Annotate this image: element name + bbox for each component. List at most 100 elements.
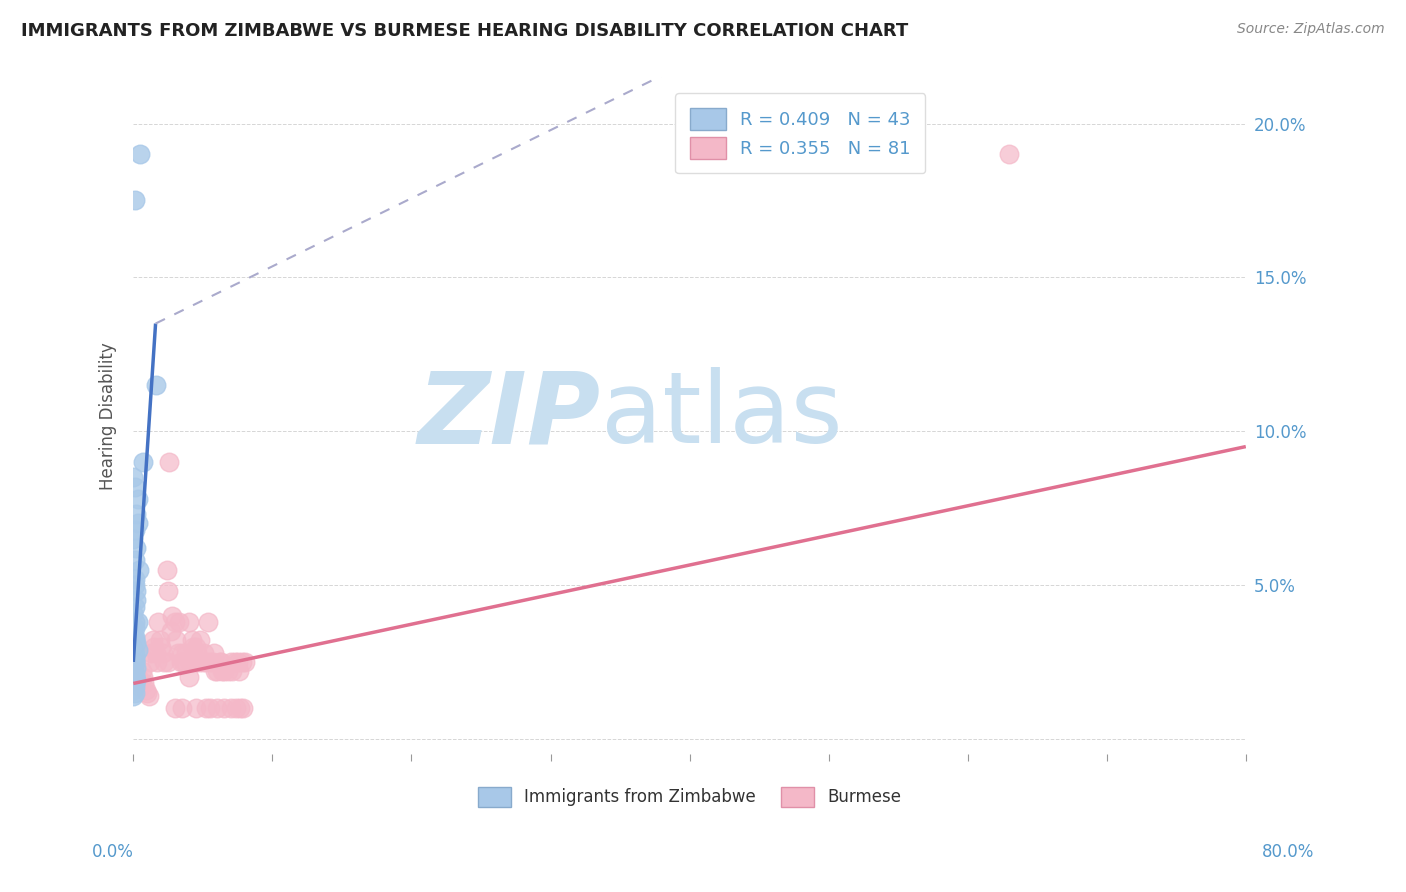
Point [131,664,153,678]
Legend: Immigrants from Zimbabwe, Burmese: Immigrants from Zimbabwe, Burmese [471,780,908,814]
Point [124,599,146,614]
Text: IMMIGRANTS FROM ZIMBABWE VS BURMESE HEARING DISABILITY CORRELATION CHART: IMMIGRANTS FROM ZIMBABWE VS BURMESE HEAR… [21,22,908,40]
Point [165,633,187,648]
Point [127,642,149,657]
Point [181,640,204,654]
Point [165,701,187,715]
Point [124,523,146,537]
Point [193,646,215,660]
Text: 80.0%: 80.0% [1263,843,1315,861]
Point [202,646,225,660]
Point [211,664,233,678]
Point [172,655,194,669]
Point [194,655,217,669]
Point [124,655,146,669]
Point [129,147,152,161]
Point [124,648,146,663]
Point [124,686,146,700]
Point [124,194,146,208]
Point [183,655,205,669]
Point [233,655,256,669]
Point [219,701,242,715]
Point [122,606,145,620]
Point [122,682,145,697]
Point [205,664,228,678]
Point [125,541,148,555]
Point [187,655,209,669]
Point [124,655,146,669]
Point [166,646,188,660]
Point [124,646,146,660]
Text: Source: ZipAtlas.com: Source: ZipAtlas.com [1237,22,1385,37]
Point [132,455,155,469]
Point [998,147,1021,161]
Point [142,633,165,648]
Point [173,655,195,669]
Y-axis label: Hearing Disability: Hearing Disability [100,342,117,490]
Point [125,664,148,678]
Text: atlas: atlas [600,368,842,465]
Point [124,652,146,666]
Point [229,701,252,715]
Point [228,664,250,678]
Point [145,646,167,660]
Point [125,636,148,650]
Point [136,686,159,700]
Point [224,655,246,669]
Point [159,455,181,469]
Point [124,572,146,586]
Point [152,646,174,660]
Point [125,584,148,599]
Point [197,615,219,629]
Point [132,670,155,684]
Point [122,470,145,484]
Point [169,655,191,669]
Point [191,655,214,669]
Point [177,615,200,629]
Point [186,646,208,660]
Point [127,516,149,531]
Point [122,658,145,673]
Point [231,655,253,669]
Point [124,680,146,694]
Text: 0.0%: 0.0% [91,843,134,861]
Text: ZIP: ZIP [418,368,600,465]
Point [127,491,149,506]
Point [165,615,187,629]
Point [122,640,145,654]
Point [174,646,197,660]
Point [212,664,235,678]
Point [125,593,148,607]
Point [145,378,167,392]
Point [198,655,221,669]
Point [143,640,166,654]
Point [177,670,200,684]
Point [124,655,146,669]
Point [153,655,176,669]
Point [124,630,146,644]
Point [221,664,243,678]
Point [124,479,146,493]
Point [139,655,162,669]
Point [124,578,146,592]
Point [212,701,235,715]
Point [148,615,170,629]
Point [198,701,221,715]
Point [129,680,152,694]
Point [150,640,173,654]
Point [204,664,226,678]
Point [201,655,224,669]
Point [138,689,160,703]
Point [170,646,193,660]
Point [167,615,190,629]
Point [125,661,148,675]
Point [122,532,145,546]
Point [125,673,148,688]
Point [217,664,239,678]
Point [156,563,179,577]
Point [128,676,150,690]
Point [124,633,146,648]
Point [127,615,149,629]
Point [128,563,150,577]
Point [194,701,217,715]
